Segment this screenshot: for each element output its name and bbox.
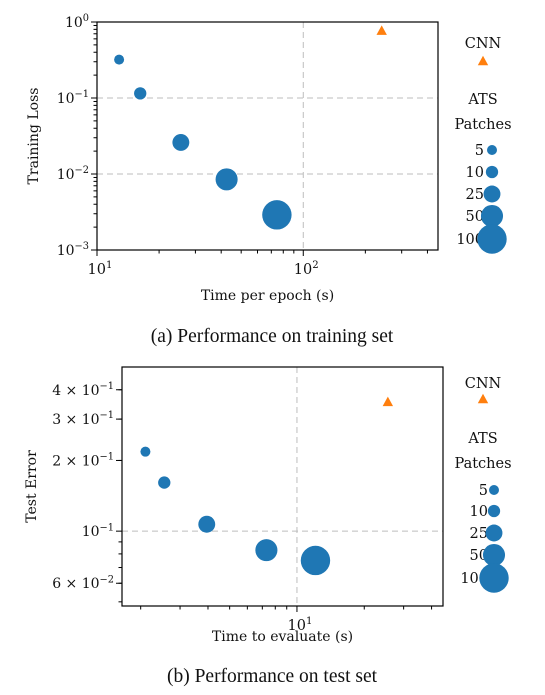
y-tick-label: 4 × 10−1 [52, 381, 114, 399]
ats-point-10-patches [158, 476, 171, 489]
cnn-point [382, 396, 394, 407]
y-tick-label: 2 × 10−1 [52, 452, 114, 470]
legend-size-marker [479, 563, 509, 593]
y-tick-label: 3 × 10−1 [52, 410, 114, 428]
legend-size-marker [482, 543, 506, 567]
legend-ats-title: ATS [467, 431, 497, 447]
legend-size-label: 5 [479, 483, 488, 499]
ats-point-5-patches [140, 446, 151, 457]
legend-ats-subtitle: Patches [454, 117, 511, 133]
y-tick-label: 10−3 [57, 241, 89, 259]
ats-point-50-patches [255, 539, 278, 562]
ats-point-100-patches [300, 545, 331, 576]
chart-a: 101 102 100 10−1 10−2 10−3 Time per epoch (s) T… [26, 13, 512, 347]
x-tick-label: 101 [288, 616, 313, 634]
legend-size-marker [483, 185, 501, 203]
legend-size-marker [480, 204, 504, 228]
plot-frame [121, 366, 444, 607]
y-axis-label: Test Error [24, 450, 40, 523]
legend-size-marker [487, 504, 501, 518]
ats-point-25-patches [198, 515, 216, 533]
plot-frame [96, 21, 439, 251]
figure-caption: (b) Performance on test set [167, 666, 378, 687]
cnn-point [376, 25, 387, 35]
legend-size-label: 25 [470, 526, 488, 542]
legend-cnn-label: CNN [465, 36, 502, 52]
legend-size-label: 10 [466, 165, 484, 181]
ats-point-5-patches [114, 54, 125, 65]
ats-point-50-patches [215, 168, 238, 191]
ats-point-10-patches [134, 87, 147, 100]
x-axis-label: Time to evaluate (s) [212, 629, 353, 645]
y-tick-label: 100 [65, 13, 89, 31]
x-tick-label: 101 [88, 260, 113, 278]
legend: CNN ATS Patches 5 10 25 50 100 [454, 36, 512, 254]
legend-size-marker [485, 524, 503, 542]
chart-b: 101 4 × 10−1 3 × 10−1 2 × 10−1 10−1 6 × 10−2 T… [24, 366, 512, 687]
legend-cnn-label: CNN [465, 376, 502, 392]
legend-size-marker [485, 165, 499, 179]
legend-size-label: 100 [456, 232, 484, 248]
legend-size-label: 10 [470, 504, 488, 520]
legend-size-marker [487, 145, 497, 155]
legend-size-label: 50 [466, 209, 484, 225]
ats-point-100-patches [262, 200, 292, 230]
y-tick-label: 10−2 [57, 165, 89, 183]
x-axis-label: Time per epoch (s) [201, 288, 334, 304]
legend-ats-title: ATS [467, 92, 497, 108]
legend-size-label: 25 [466, 187, 484, 203]
legend-size-marker [489, 485, 499, 495]
y-tick-label: 10−1 [57, 89, 89, 107]
y-tick-label: 6 × 10−2 [52, 574, 114, 592]
y-axis-label: Training Loss [26, 88, 42, 185]
y-tick-label: 10−1 [82, 522, 114, 540]
legend-cnn-marker [477, 393, 489, 404]
legend-cnn-marker [477, 55, 489, 66]
legend-size-marker [477, 224, 507, 254]
x-tick-label: 102 [294, 260, 319, 278]
legend-size-label: 5 [475, 143, 484, 159]
legend-ats-subtitle: Patches [454, 456, 511, 472]
ats-point-25-patches [172, 134, 190, 151]
figure-caption: (a) Performance on training set [151, 326, 394, 347]
